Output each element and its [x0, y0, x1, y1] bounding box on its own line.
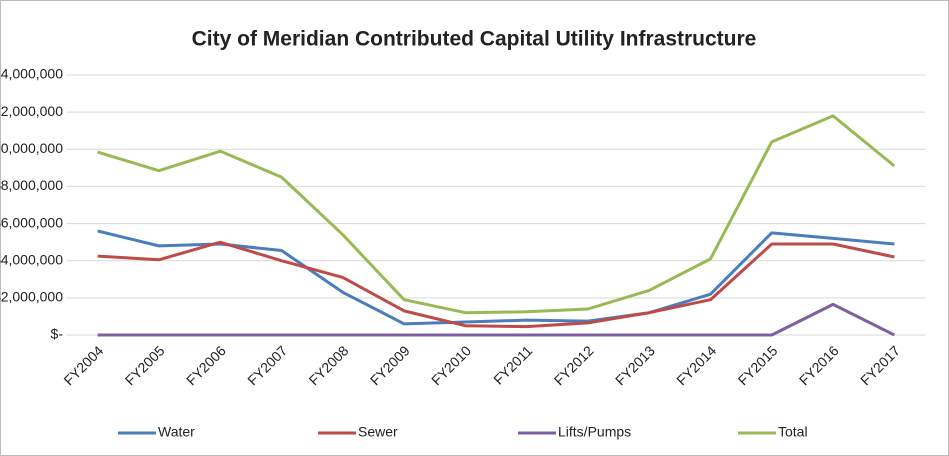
line-series: [97, 302, 896, 337]
y-tick-label: $2,000,000: [0, 289, 63, 305]
chart-title: City of Meridian Contributed Capital Uti…: [192, 28, 757, 51]
legend-label: Sewer: [358, 424, 398, 440]
line-series: [97, 240, 895, 329]
y-tick-label: $-: [51, 326, 64, 342]
y-tick-label: $14,000,000: [0, 66, 63, 82]
y-tick-label: $8,000,000: [0, 177, 63, 193]
legend-label: Total: [778, 424, 808, 440]
y-tick-label: $6,000,000: [0, 214, 63, 230]
y-tick-label: $12,000,000: [0, 103, 63, 119]
legend-label: Lifts/Pumps: [558, 424, 631, 440]
legend-label: Water: [158, 424, 195, 440]
y-tick-label: $10,000,000: [0, 140, 63, 156]
y-tick-label: $4,000,000: [0, 251, 63, 267]
line-series: [97, 114, 896, 315]
